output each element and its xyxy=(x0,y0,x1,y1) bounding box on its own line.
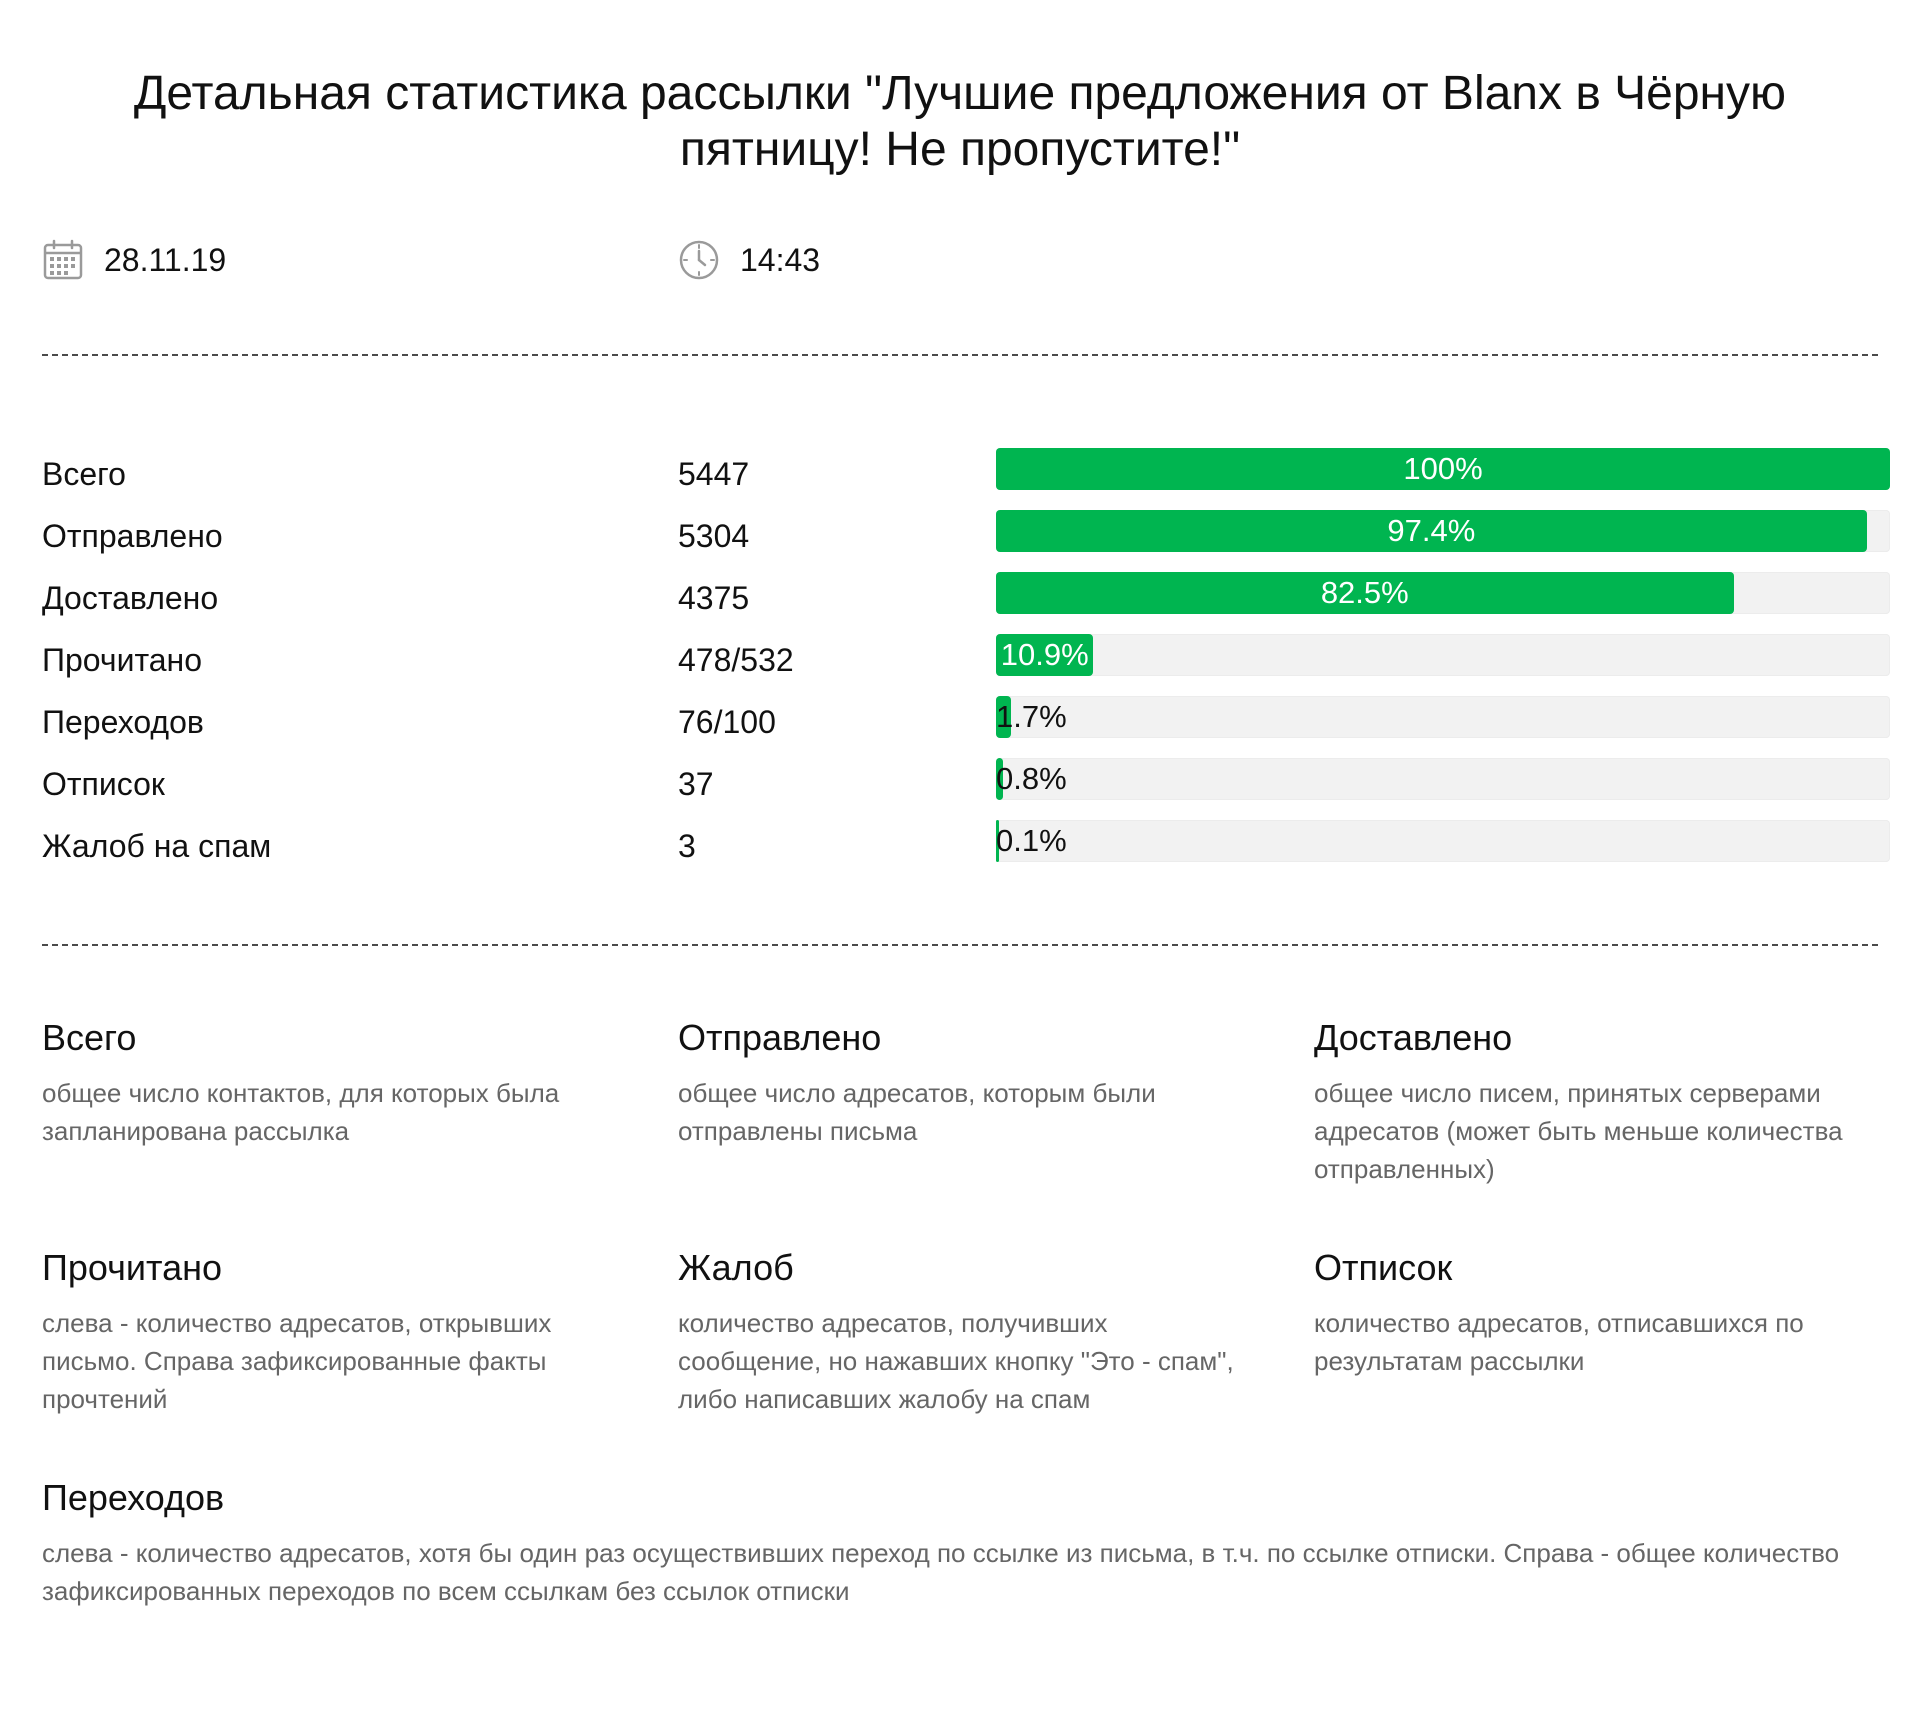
definition-text: общее число адресатов, которым были отпр… xyxy=(678,1078,1156,1146)
stats-table: Всего 5447 100% Отправлено 5304 97.4% До… xyxy=(42,448,1890,882)
definition-text: слева - количество адресатов, хотя бы од… xyxy=(42,1538,1840,1606)
progress-fill xyxy=(996,758,1004,800)
definitions-grid: Всего общее число контактов, для которых… xyxy=(42,1016,1878,1418)
definition-text: общее число писем, принятых серверами ад… xyxy=(1314,1078,1843,1184)
definition-text: количество адресатов, получивших сообщен… xyxy=(678,1308,1234,1414)
stat-label: Жалоб на спам xyxy=(42,828,272,864)
stat-row-clicks: Переходов 76/100 1.7% xyxy=(42,696,1890,758)
progress-bar: 100% xyxy=(996,448,1890,490)
definition-term: Прочитано xyxy=(42,1247,222,1288)
stat-value: 5304 xyxy=(678,518,750,554)
progress-fill xyxy=(996,696,1012,738)
report-date: 28.11.19 xyxy=(104,241,227,278)
stat-value: 4375 xyxy=(678,580,750,616)
time-block: 14:43 xyxy=(678,230,820,290)
stat-label: Доставлено xyxy=(42,580,219,616)
definition-item: Прочитано слева - количество адресатов, … xyxy=(42,1246,678,1418)
stat-row-delivered: Доставлено 4375 82.5% xyxy=(42,572,1890,634)
progress-fill xyxy=(996,634,1094,676)
progress-bar: 10.9% xyxy=(996,634,1890,676)
progress-bar: 0.8% xyxy=(996,758,1890,800)
definition-item: Жалоб количество адресатов, получивших с… xyxy=(678,1246,1314,1418)
stat-label: Прочитано xyxy=(42,642,202,678)
definition-item: Доставлено общее число писем, принятых с… xyxy=(1314,1016,1878,1188)
stat-row-total: Всего 5447 100% xyxy=(42,448,1890,510)
divider xyxy=(42,354,1878,356)
progress-label: 1.7% xyxy=(996,699,1067,734)
definition-item: Переходов слева - количество адресатов, … xyxy=(42,1476,1878,1610)
definition-term: Жалоб xyxy=(678,1247,794,1288)
stat-row-unsubscribes: Отписок 37 0.8% xyxy=(42,758,1890,820)
progress-bar: 0.1% xyxy=(996,820,1890,862)
progress-label: 0.1% xyxy=(996,823,1067,858)
definition-term: Доставлено xyxy=(1314,1017,1513,1058)
progress-label: 0.8% xyxy=(996,761,1067,796)
stat-value: 478/532 xyxy=(678,642,794,678)
report-time: 14:43 xyxy=(740,241,821,278)
date-block: 28.11.19 xyxy=(42,230,226,290)
definition-item: Отправлено общее число адресатов, которы… xyxy=(678,1016,1314,1188)
stat-label: Переходов xyxy=(42,704,204,740)
definition-item: Отписок количество адресатов, отписавших… xyxy=(1314,1246,1878,1418)
report-meta: 28.11.19 14:43 xyxy=(42,230,1878,290)
progress-fill xyxy=(996,820,999,862)
calendar-icon xyxy=(42,239,84,281)
definition-term: Переходов xyxy=(42,1477,225,1518)
stat-row-sent: Отправлено 5304 97.4% xyxy=(42,510,1890,572)
progress-bar: 82.5% xyxy=(996,572,1890,614)
progress-fill xyxy=(996,510,1867,552)
progress-label: 100% xyxy=(1403,451,1483,486)
stat-value: 3 xyxy=(678,828,696,864)
definition-text: общее число контактов, для которых была … xyxy=(42,1078,560,1146)
definition-term: Отправлено xyxy=(678,1017,882,1058)
stat-label: Всего xyxy=(42,456,126,492)
progress-bar: 1.7% xyxy=(996,696,1890,738)
definition-term: Отписок xyxy=(1314,1247,1453,1288)
stat-row-read: Прочитано 478/532 10.9% xyxy=(42,634,1890,696)
stat-label: Отправлено xyxy=(42,518,223,554)
progress-bar: 97.4% xyxy=(996,510,1890,552)
stat-value: 37 xyxy=(678,766,714,802)
progress-fill xyxy=(996,448,1890,490)
definitions: Всего общее число контактов, для которых… xyxy=(42,1016,1878,1610)
page-title: Детальная статистика рассылки "Лучшие пр… xyxy=(133,67,1787,176)
progress-fill xyxy=(996,572,1734,614)
stat-value: 5447 xyxy=(678,456,750,492)
stat-label: Отписок xyxy=(42,766,165,802)
definition-item: Всего общее число контактов, для которых… xyxy=(42,1016,678,1188)
progress-label: 82.5% xyxy=(1320,575,1409,610)
stat-value: 76/100 xyxy=(678,704,776,740)
definition-text: количество адресатов, отписавшихся по ре… xyxy=(1314,1308,1804,1376)
stat-row-spam: Жалоб на спам 3 0.1% xyxy=(42,820,1890,882)
definition-term: Всего xyxy=(42,1017,137,1058)
clock-icon xyxy=(678,239,720,281)
definition-text: слева - количество адресатов, открывших … xyxy=(42,1308,552,1414)
progress-label: 10.9% xyxy=(1000,637,1089,672)
progress-label: 97.4% xyxy=(1387,513,1476,548)
divider xyxy=(42,944,1878,946)
